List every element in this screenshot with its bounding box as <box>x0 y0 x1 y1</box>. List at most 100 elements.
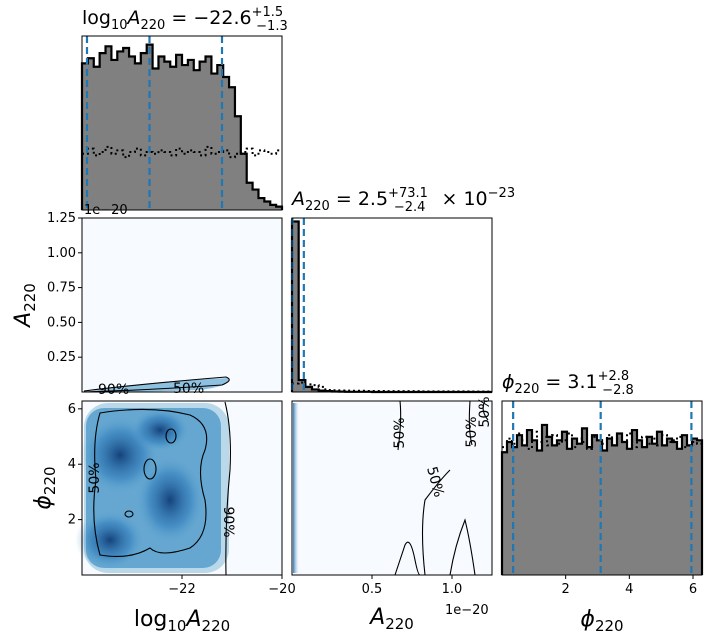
frame-A-hist <box>291 217 493 393</box>
contour-label-A-phi-4: 50% <box>477 396 493 427</box>
panel-logA-phi: 50% 90% 2 4 6 −22 −20 ϕ220 log10A220 <box>31 400 296 635</box>
logA-bar-28 <box>246 182 253 210</box>
phi-bar-36 <box>682 435 688 575</box>
offset-label-A-x: 1e−20 <box>445 603 489 618</box>
density-stripe-A-phi <box>293 403 299 573</box>
phi-bar-33 <box>667 438 673 575</box>
logA-bar-1 <box>87 58 95 211</box>
phi-bar-32 <box>662 445 668 575</box>
title-A: A220 = 2.5+73.1 −2.4 × 10−23 <box>290 186 515 215</box>
phi-bar-39 <box>697 440 703 575</box>
A-ytick-label-3: 1.00 <box>47 246 76 261</box>
contour-label-A-phi-1: 50% <box>392 417 408 448</box>
contour-label-90-logA-phi: 90% <box>220 506 236 537</box>
logA-bar-24 <box>223 76 230 210</box>
contour-A-phi-1 <box>394 541 421 576</box>
contour-logA-A <box>83 376 230 393</box>
phi-bar-2 <box>512 447 518 575</box>
histogram-A <box>290 218 492 394</box>
A-bar-2 <box>305 386 313 392</box>
phi-bar-9 <box>547 436 553 575</box>
logA-bar-9 <box>134 63 142 210</box>
logA-bar-17 <box>182 65 189 210</box>
contour-50-logA-phi <box>93 408 208 557</box>
phi-bar-7 <box>537 450 543 575</box>
logA-bar-5 <box>111 59 118 210</box>
logA-prior-outline <box>82 145 282 159</box>
panel-A-phi: 50% 50% 50% 50% 0.5 1.0 1e−20 A220 <box>291 396 493 633</box>
logA-bar-0 <box>82 63 89 210</box>
phi-bar-18 <box>592 435 598 575</box>
logA-bar-18 <box>187 59 195 210</box>
xlabel-logA: log10A220 <box>134 607 230 635</box>
xticks-logA: −22 −20 <box>168 575 296 597</box>
logA-xtick-label-0: −22 <box>168 582 195 597</box>
contour-A-phi-2 <box>421 469 451 576</box>
xlabel-phi: ϕ220 <box>580 607 623 635</box>
A-bar-0 <box>292 221 300 392</box>
phi-bar-0 <box>502 452 508 575</box>
ylabel-A: A220 <box>11 283 39 329</box>
phi-prior-outline <box>502 430 702 450</box>
logA-bar-6 <box>117 51 124 211</box>
panel-phi-hist: ϕ220 = 3.1+2.8 −2.8 2 4 6 ϕ220 <box>500 369 704 635</box>
logA-bar-29 <box>252 189 259 210</box>
logA-bar-16 <box>176 54 183 211</box>
phi-bar-25 <box>627 448 633 575</box>
contour-A-phi-5 <box>482 400 489 421</box>
logA-bar-25 <box>229 87 236 210</box>
density-blob-3 <box>135 455 205 545</box>
logA-bar-21 <box>205 56 212 211</box>
phi-bar-8 <box>542 424 548 575</box>
phi-bar-3 <box>517 435 523 575</box>
yticks-A: 0.25 0.50 0.75 1.00 1.25 <box>47 211 82 365</box>
phi-bar-12 <box>562 431 568 575</box>
phi-bar-11 <box>557 440 563 575</box>
logA-bar-4 <box>105 46 112 211</box>
A-ytick-label-1: 0.50 <box>47 315 76 330</box>
A-ytick-label-4: 1.25 <box>47 211 76 226</box>
phi-ytick-label-2: 6 <box>68 402 76 417</box>
A-xtick-label-1: 1.0 <box>442 582 463 597</box>
contour-label-50-logA-phi: 50% <box>87 462 103 493</box>
phi-xtick-label-0: 2 <box>562 582 570 597</box>
histogram-phi <box>500 401 704 575</box>
xlabel-A: A220 <box>368 605 414 633</box>
phi-bar-38 <box>692 438 698 575</box>
phi-bar-37 <box>687 445 693 575</box>
xticks-phi: 2 4 6 <box>562 575 697 597</box>
phi-posterior-outline <box>500 423 704 575</box>
logA-xtick-label-1: −20 <box>268 582 295 597</box>
logA-bar-31 <box>264 201 271 210</box>
phi-bar-14 <box>572 438 578 575</box>
logA-bar-10 <box>140 53 148 211</box>
phi-ytick-label-1: 4 <box>68 457 76 472</box>
logA-bar-8 <box>129 56 136 211</box>
contour-A-phi-6 <box>449 518 476 576</box>
A-bar-3 <box>312 389 320 392</box>
phi-bar-23 <box>617 433 623 575</box>
logA-bar-12 <box>152 68 159 210</box>
title-logA: log10A220 = −22.6+1.5 −1.3 <box>82 5 288 34</box>
A-prior-outline <box>292 381 492 393</box>
phi-bar-20 <box>602 450 608 575</box>
phi-bar-6 <box>532 440 538 575</box>
contour-A-phi-4 <box>468 400 473 446</box>
phi-bar-27 <box>637 440 643 575</box>
A-xtick-label-0: 0.5 <box>362 582 383 597</box>
density-blob-2 <box>75 510 145 570</box>
phi-bar-24 <box>622 441 628 575</box>
contour-label-50-logA-A: 50% <box>173 381 204 397</box>
logA-bar-19 <box>193 70 201 210</box>
phi-bar-10 <box>552 445 558 575</box>
phi-bar-22 <box>612 445 618 575</box>
logA-bar-26 <box>234 116 242 210</box>
logA-bar-13 <box>158 56 165 211</box>
A-ytick-label-2: 0.75 <box>47 281 76 296</box>
phi-xtick-label-2: 6 <box>689 582 697 597</box>
panel-logA-A: 90% 50% 1e−20 0.25 0.50 0.75 1.00 1.25 A220 <box>11 203 283 398</box>
logA-bar-22 <box>211 73 218 210</box>
phi-xtick-label-1: 4 <box>625 582 633 597</box>
histogram-logA <box>80 36 284 211</box>
